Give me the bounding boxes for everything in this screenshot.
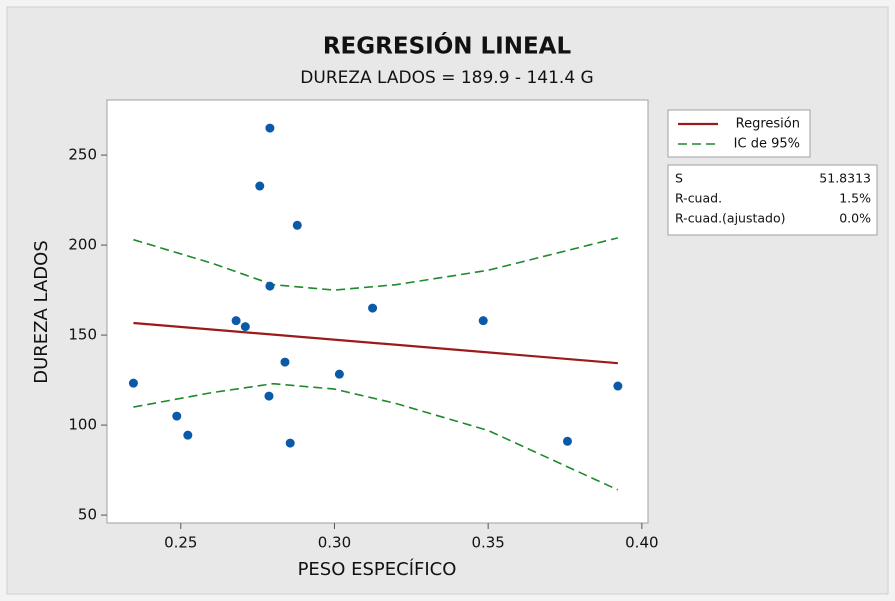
y-tick-label: 50: [78, 506, 97, 524]
point: [265, 123, 275, 133]
stat-name: R-cuad.(ajustado): [675, 211, 786, 226]
legend: [667, 109, 811, 158]
regression-line: [133, 321, 618, 365]
point: [285, 438, 295, 448]
point: [478, 316, 488, 326]
y-tick-label: 100: [68, 416, 97, 434]
point: [334, 369, 344, 379]
legend-label: Regresión: [736, 117, 800, 132]
y-tick-label: 250: [68, 146, 97, 164]
plot-area: [106, 99, 649, 524]
point: [613, 381, 623, 391]
legend-label: IC de 95%: [734, 137, 800, 152]
stat-name: R-cuad.: [675, 191, 722, 206]
ci-line: [133, 382, 619, 491]
x-tick-label: 0.35: [471, 534, 504, 552]
point: [172, 411, 182, 421]
point: [183, 430, 193, 440]
point: [128, 378, 138, 388]
point: [292, 220, 302, 230]
point: [255, 181, 265, 191]
x-tick-label: 0.25: [164, 534, 197, 552]
point: [562, 436, 572, 446]
point: [240, 322, 250, 332]
stat-value: 51.8313: [819, 171, 871, 186]
y-tick-label: 200: [68, 236, 97, 254]
chart-title: REGRESIÓN LINEAL: [323, 32, 572, 60]
x-axis-label: PESO ESPECÍFICO: [298, 558, 457, 580]
x-tick-label: 0.30: [318, 534, 351, 552]
stats-box: [667, 164, 878, 236]
y-tick-label: 150: [68, 326, 97, 344]
point: [264, 391, 274, 401]
y-axis-label: DUREZA LADOS: [31, 240, 52, 384]
stat-value: 1.5%: [839, 191, 871, 206]
x-tick-label: 0.40: [625, 534, 658, 552]
point: [265, 281, 275, 291]
point: [231, 316, 241, 326]
stat-name: S: [675, 171, 683, 186]
point: [368, 303, 378, 313]
stat-value: 0.0%: [839, 211, 871, 226]
chart-subtitle: DUREZA LADOS = 189.9 - 141.4 G: [300, 68, 593, 88]
point: [280, 357, 290, 367]
